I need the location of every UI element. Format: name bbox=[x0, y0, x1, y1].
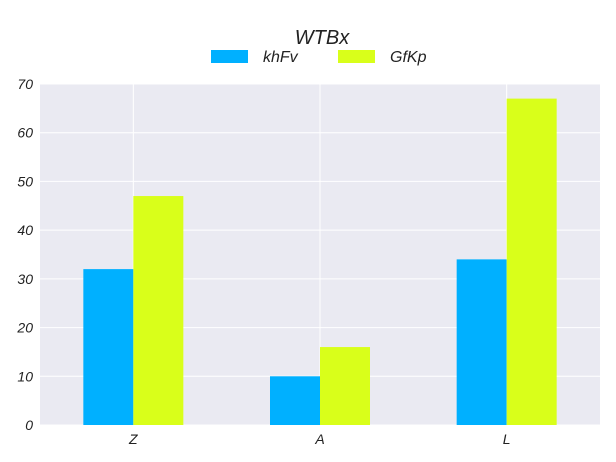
bar-GfKp-Z bbox=[133, 196, 184, 425]
y-tick-label-1: 10 bbox=[17, 368, 33, 384]
legend-label-GfKp: GfKp bbox=[390, 49, 427, 66]
legend: khFv GfKp bbox=[211, 49, 427, 66]
bars bbox=[83, 98, 557, 425]
x-tick-label-A: A bbox=[314, 431, 324, 447]
bar-khFv-Z bbox=[83, 269, 134, 425]
bar-khFv-L bbox=[456, 259, 507, 425]
legend-label-khFv: khFv bbox=[263, 49, 299, 66]
y-tick-label-7: 70 bbox=[17, 76, 33, 92]
bar-khFv-A bbox=[270, 376, 320, 425]
y-tick-label-4: 40 bbox=[17, 222, 33, 238]
bar-GfKp-A bbox=[320, 347, 370, 425]
x-tick-label-L: L bbox=[503, 431, 511, 447]
y-tick-label-5: 50 bbox=[17, 173, 33, 189]
x-tick-label-Z: Z bbox=[128, 431, 138, 447]
y-tick-label-0: 0 bbox=[25, 417, 33, 433]
y-axis: 0 10 20 30 40 50 60 70 bbox=[16, 76, 33, 433]
legend-swatch-GfKp bbox=[338, 50, 375, 63]
y-tick-label-2: 20 bbox=[16, 320, 33, 336]
legend-swatch-khFv bbox=[211, 50, 248, 63]
bar-GfKp-L bbox=[506, 98, 557, 425]
chart-title: WTBx bbox=[295, 27, 350, 49]
y-tick-label-6: 60 bbox=[17, 125, 33, 141]
y-tick-label-3: 30 bbox=[17, 271, 33, 287]
